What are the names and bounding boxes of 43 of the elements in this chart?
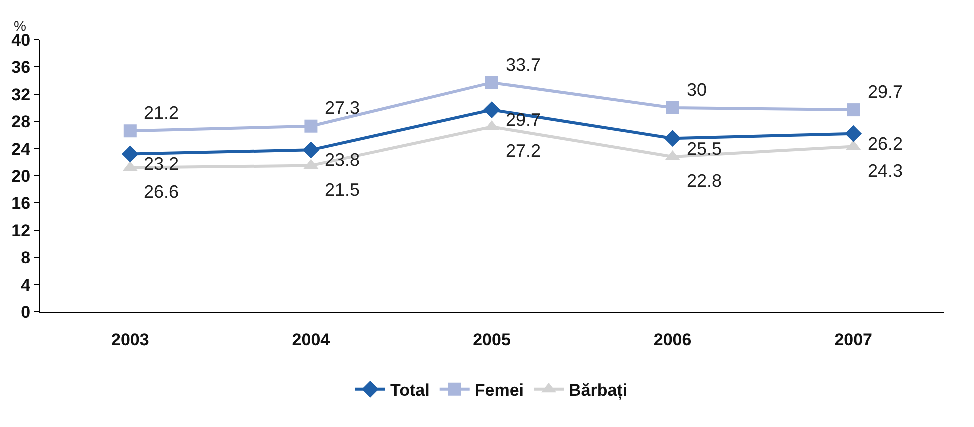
data-label: 22.8 <box>687 171 722 191</box>
x-tick-label: 2004 <box>292 330 331 350</box>
legend-label: Total <box>390 381 430 400</box>
data-label: 30 <box>687 80 708 100</box>
x-tick-label: 2007 <box>834 330 873 350</box>
y-tick-label: 20 <box>12 166 31 186</box>
point <box>486 76 498 90</box>
data-label: 23.2 <box>144 154 180 174</box>
point <box>484 102 500 118</box>
data-label: 27.3 <box>325 98 360 118</box>
y-tick-label: 24 <box>12 140 32 159</box>
y-tick-label: 28 <box>12 112 31 132</box>
data-label: 21.5 <box>325 180 360 200</box>
data-label: 24.3 <box>868 161 904 181</box>
data-label: 27.2 <box>506 141 542 161</box>
point <box>664 130 682 148</box>
legend-label: Bărbați <box>569 381 628 400</box>
y-tick-label: 16 <box>12 194 31 214</box>
y-tick-label: 32 <box>12 85 31 104</box>
point <box>122 146 139 163</box>
y-tick-label: 36 <box>12 58 31 78</box>
data-label: 29.7 <box>868 82 904 102</box>
y-tick-label: 4 <box>21 276 32 295</box>
x-tick-label: 2005 <box>473 330 511 350</box>
data-label: 23.8 <box>325 150 360 170</box>
data-label: 25.5 <box>687 139 722 159</box>
point <box>124 124 137 138</box>
annotation: 26.6 <box>144 182 180 202</box>
x-tick-label: 2003 <box>111 330 150 350</box>
data-label: 29.7 <box>506 110 542 130</box>
point <box>302 142 320 159</box>
point <box>304 120 318 133</box>
data-label: 26.2 <box>868 134 904 154</box>
data-label: 33.7 <box>506 55 542 75</box>
y-tick-label: 8 <box>21 248 31 268</box>
legend-label: Femei <box>474 381 524 400</box>
y-tick-label: 12 <box>12 221 31 240</box>
x-tick-label: 2006 <box>654 330 692 350</box>
point <box>845 125 862 142</box>
point <box>666 102 680 114</box>
point <box>847 104 860 117</box>
y-tick-label: 0 <box>21 302 31 322</box>
annotation: 21.2 <box>144 103 180 123</box>
